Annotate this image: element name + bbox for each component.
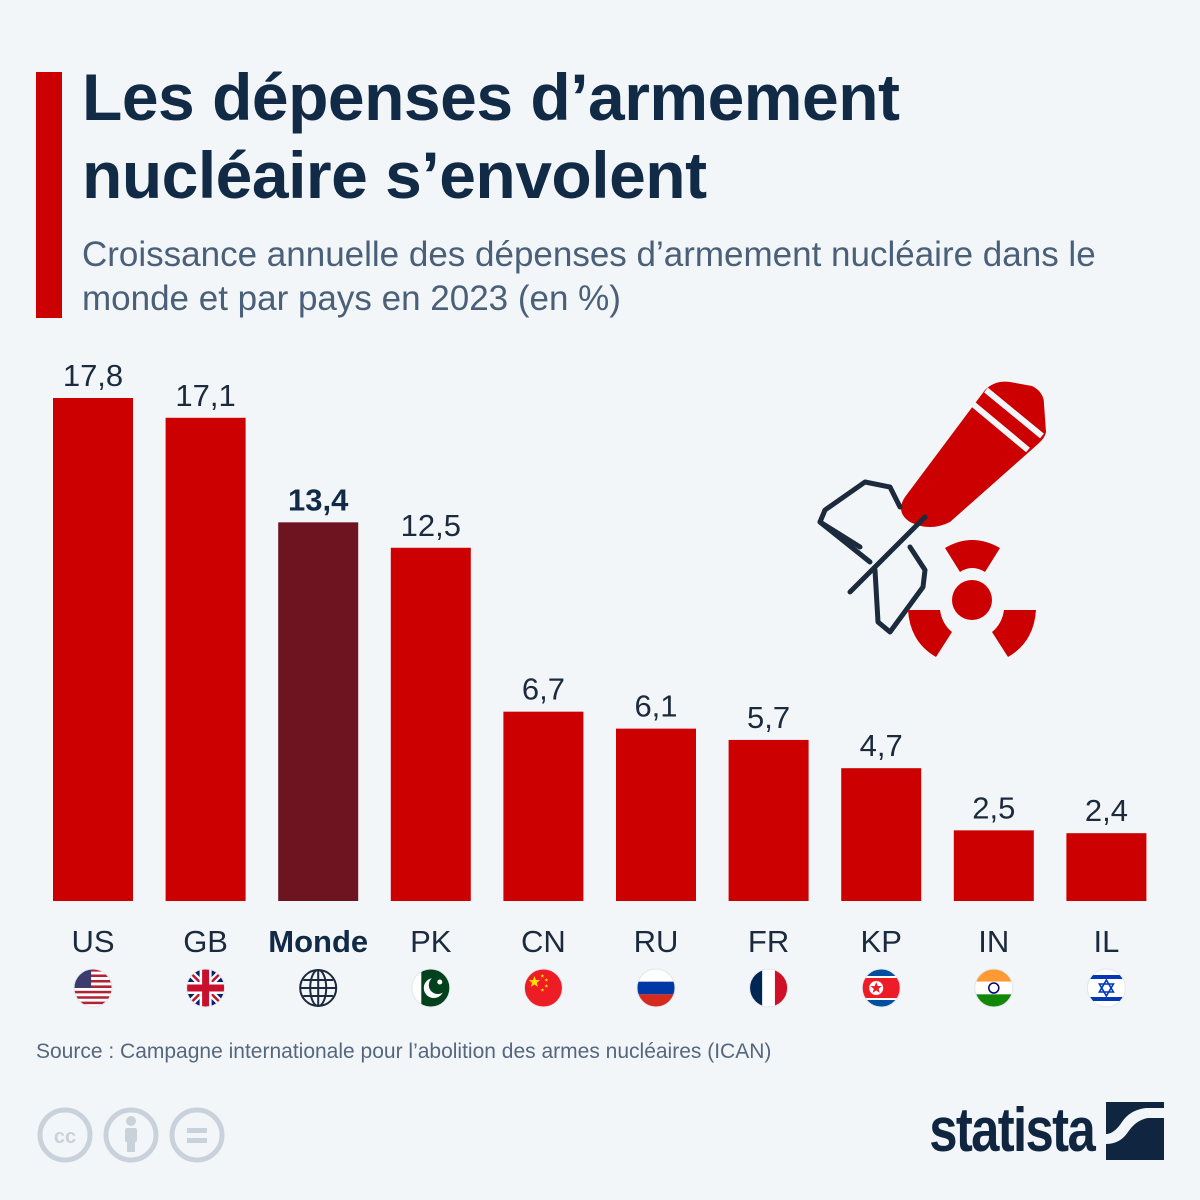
bar-chart: 17,8 17,1 13,4 12,5 6,7 6,1 5,7 4,7 2,5 2,4 US GB M… bbox=[53, 358, 1147, 1008]
flag-us-icon bbox=[73, 968, 113, 1008]
svg-text:cc: cc bbox=[54, 1126, 76, 1148]
flag-il-icon bbox=[1086, 968, 1126, 1008]
value-label: 13,4 bbox=[288, 482, 349, 517]
category-label: IN bbox=[978, 924, 1009, 959]
statista-logo-icon bbox=[1106, 1102, 1164, 1160]
bars bbox=[53, 398, 1147, 901]
globe-icon bbox=[299, 969, 338, 1007]
bar-ru bbox=[616, 728, 696, 901]
bar-pk bbox=[390, 547, 471, 901]
value-labels: 17,8 17,1 13,4 12,5 6,7 6,1 5,7 4,7 2,5 2,4 bbox=[63, 358, 1128, 828]
flag-ru-icon bbox=[636, 968, 676, 1008]
nuclear-missile-icon bbox=[817, 381, 1046, 657]
cc-icon[interactable]: cc bbox=[36, 1106, 94, 1164]
category-label: KP bbox=[861, 924, 902, 959]
value-label: 5,7 bbox=[747, 700, 790, 735]
chart-subtitle: Croissance annuelle des dépenses d’armem… bbox=[82, 235, 1096, 318]
category-label: IL bbox=[1093, 924, 1119, 959]
radiation-symbol bbox=[908, 540, 1036, 657]
bar-in bbox=[953, 830, 1034, 901]
flag-pk-icon bbox=[411, 968, 451, 1008]
source-note: Source : Campagne internationale pour l’… bbox=[36, 1040, 772, 1063]
category-labels: US GB Monde PK CN RU FR KP IN IL bbox=[71, 924, 1119, 959]
value-label: 6,7 bbox=[522, 672, 565, 707]
bar-fr bbox=[728, 739, 809, 901]
missile-fins bbox=[817, 479, 928, 635]
category-label: GB bbox=[183, 924, 228, 959]
bar-cn bbox=[503, 711, 584, 901]
flag-in-icon bbox=[974, 968, 1014, 1008]
license-icons: cc bbox=[36, 1106, 226, 1164]
chart-title: Les dépenses d’armement nucléaire s’envo… bbox=[82, 60, 900, 212]
category-label: CN bbox=[521, 924, 566, 959]
value-label: 12,5 bbox=[401, 508, 461, 543]
missile-body bbox=[901, 381, 1046, 527]
flag-fr-icon bbox=[749, 968, 789, 1008]
value-label: 2,5 bbox=[972, 790, 1015, 825]
value-label: 2,4 bbox=[1085, 793, 1128, 828]
category-icons bbox=[73, 968, 1126, 1008]
attribution-icon[interactable] bbox=[102, 1106, 160, 1164]
category-label: PK bbox=[410, 924, 452, 959]
brand-name: statista bbox=[929, 1096, 1096, 1165]
bar-gb bbox=[165, 417, 246, 901]
no-derivatives-icon[interactable] bbox=[168, 1106, 226, 1164]
bar-us bbox=[53, 398, 133, 901]
category-label: RU bbox=[634, 924, 679, 959]
value-label: 4,7 bbox=[860, 728, 903, 763]
bar-monde bbox=[278, 522, 359, 901]
value-label: 17,1 bbox=[175, 378, 235, 413]
category-label: FR bbox=[748, 924, 789, 959]
flag-cn-icon bbox=[523, 968, 563, 1008]
value-label: 6,1 bbox=[634, 689, 677, 724]
bar-il bbox=[1066, 833, 1147, 901]
flag-gb-icon bbox=[186, 968, 226, 1008]
bar-kp bbox=[841, 768, 922, 901]
category-label: US bbox=[71, 924, 114, 959]
category-label: Monde bbox=[268, 924, 368, 959]
flag-kp-icon bbox=[861, 968, 901, 1008]
value-label: 17,8 bbox=[63, 358, 123, 393]
title-accent-bar bbox=[36, 72, 62, 318]
statista-logo[interactable]: statista bbox=[893, 1100, 1164, 1162]
